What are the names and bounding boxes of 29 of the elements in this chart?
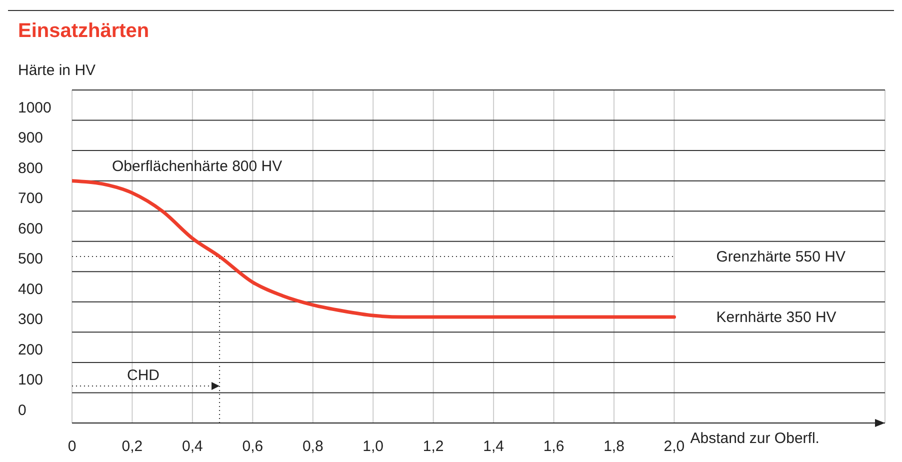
x-tick-label: 1,6	[543, 438, 564, 455]
annotation: Kernhärte 350 HV	[716, 309, 836, 326]
x-tick-label: 2,0	[664, 438, 685, 455]
y-tick-label: 400	[18, 280, 44, 298]
x-axis-title: Abstand zur Oberfl.	[690, 430, 820, 447]
y-tick-label: 100	[18, 372, 44, 389]
annotation: CHD	[127, 367, 160, 384]
chart-title: Einsatzhärten	[18, 20, 150, 43]
x-tick-label: 1,0	[362, 438, 384, 455]
y-tick-label: 500	[18, 250, 44, 268]
x-tick-label: 0,4	[182, 438, 203, 455]
y-tick-label: 1000	[18, 99, 52, 116]
ref-line-label: Grenzhärte 550 HV	[716, 248, 846, 266]
x-tick-label: 1,4	[483, 438, 504, 455]
y-tick-label: 0	[18, 402, 26, 419]
x-tick-label: 0,2	[122, 438, 143, 455]
x-tick-label: 0,8	[302, 438, 324, 455]
y-tick-label: 200	[18, 341, 44, 358]
y-tick-label: 800	[18, 160, 44, 177]
y-tick-label: 900	[18, 130, 44, 147]
annotation: Oberflächenhärte 800 HV	[112, 158, 282, 175]
x-tick-label: 1,8	[604, 438, 624, 455]
y-tick-label: 300	[18, 311, 44, 328]
y-tick-label: 600	[18, 220, 44, 238]
x-tick-label: 1,2	[422, 438, 444, 455]
x-tick-label: 0	[68, 438, 76, 455]
y-axis-title: Härte in HV	[18, 62, 96, 79]
y-tick-label: 700	[18, 190, 44, 208]
x-tick-label: 0,6	[242, 438, 264, 455]
